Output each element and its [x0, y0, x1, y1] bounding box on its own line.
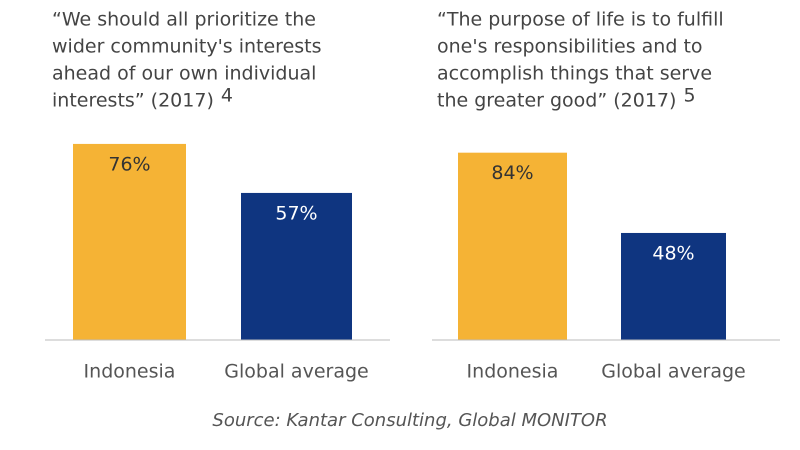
footnote-mark: 4: [221, 85, 233, 107]
x-tick-label: Global average: [224, 361, 368, 383]
bar: [241, 192, 352, 340]
footnote-mark: 5: [683, 85, 695, 107]
value-label: 48%: [652, 242, 694, 264]
panel-title: the greater good” (2017): [437, 90, 676, 112]
x-tick-label: Indonesia: [467, 361, 559, 383]
bar: [73, 143, 186, 340]
value-label: 76%: [108, 153, 150, 175]
panel-title: wider community's interests: [52, 36, 322, 58]
bar: [621, 232, 726, 340]
panel-title: “The purpose of life is to fulfill: [437, 9, 724, 31]
panel-title: interests” (2017): [52, 90, 214, 112]
value-label: 84%: [491, 162, 533, 184]
x-tick-label: Indonesia: [84, 361, 176, 383]
panel-title: ahead of our own individual: [52, 63, 316, 85]
value-label: 57%: [275, 202, 317, 224]
source: Source: Kantar Consulting, Global MONITO…: [212, 410, 607, 431]
x-tick-label: Global average: [601, 361, 745, 383]
panel-title: one's responsibilities and to: [437, 36, 703, 58]
bar: [458, 152, 567, 340]
panel-title: accomplish things that serve: [437, 63, 712, 85]
panel-title: “We should all prioritize the: [52, 9, 316, 31]
